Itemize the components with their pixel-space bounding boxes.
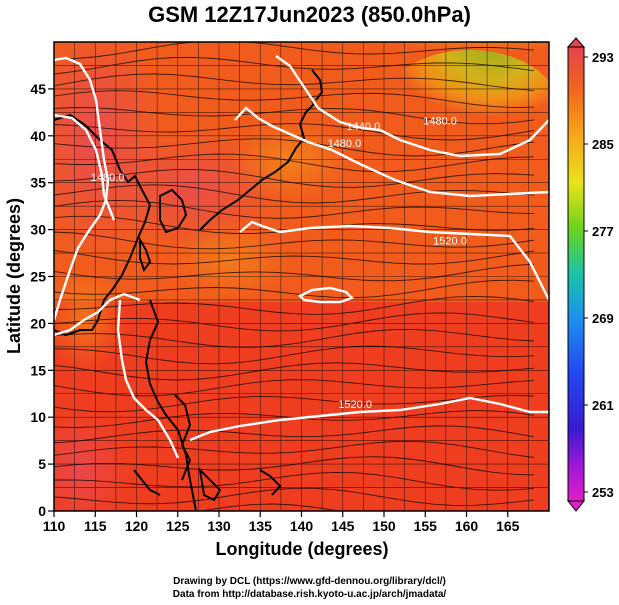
streamline [54, 410, 535, 429]
map-title: GSM 12Z17Jun2023 (850.0hPa) [148, 2, 471, 27]
credit-data-source: Data from http://database.rish.kyoto-u.a… [172, 589, 447, 600]
x-axis: 110 115 120 125 130 135 140 145 150 155 160 165 [43, 511, 520, 534]
y-tick-label: 35 [30, 175, 46, 191]
contour-label: 1480.0 [423, 116, 457, 128]
y-tick-label: 10 [30, 409, 46, 425]
x-tick-label: 160 [455, 518, 479, 534]
contour-label: 1520.0 [338, 399, 372, 411]
x-tick-label: 155 [414, 518, 438, 534]
y-tick-label: 30 [30, 222, 46, 238]
colorbar-tick-label: 293 [592, 50, 614, 65]
colorbar-tick-label: 261 [592, 398, 614, 413]
streamline [54, 394, 535, 413]
y-axis-title: Latitude (degrees) [4, 198, 24, 354]
y-tick-label: 15 [30, 362, 46, 378]
x-axis-title: Longitude (degrees) [215, 539, 388, 559]
contour-labels: 1480.0 1480.0 1480.0 1440.0 1520.0 1520.0 [91, 116, 467, 411]
colorbar-tick-label: 285 [592, 137, 614, 152]
streamline [54, 168, 535, 188]
colorbar-scale [567, 46, 585, 502]
x-tick-label: 150 [372, 518, 396, 534]
height-contours [54, 55, 549, 459]
streamline [54, 425, 535, 444]
colorbar: 293 285 277 269 261 253 [566, 37, 614, 512]
colorbar-tick-label: 277 [592, 224, 614, 239]
streamline [54, 73, 535, 92]
contour-label: 1440.0 [347, 121, 381, 133]
streamline [54, 487, 535, 506]
contour-label: 1480.0 [328, 138, 362, 150]
colorbar-tick-label: 269 [592, 311, 614, 326]
x-tick-label: 120 [125, 518, 149, 534]
streamline [54, 231, 535, 250]
contour-label: 1480.0 [91, 172, 125, 184]
colorbar-bottom-arrow [566, 500, 586, 512]
streamline [54, 295, 535, 315]
x-tick-label: 145 [331, 518, 355, 534]
streamline [54, 90, 535, 109]
colorbar-tick-label: 253 [592, 485, 614, 500]
streamline [54, 345, 535, 365]
y-tick-label: 5 [38, 456, 46, 472]
streamline [54, 362, 535, 381]
x-tick-label: 115 [84, 518, 107, 534]
y-tick-label: 0 [38, 503, 46, 519]
streamline [54, 56, 535, 75]
x-tick-label: 135 [249, 518, 273, 534]
streamline [54, 329, 535, 348]
temperature-field: 1480.0 1480.0 1480.0 1440.0 1520.0 1520.0 [54, 42, 549, 511]
streamline [54, 471, 535, 491]
x-tick-label: 165 [496, 518, 520, 534]
streamline [54, 379, 535, 397]
y-tick-label: 45 [30, 81, 46, 97]
streamline [54, 199, 535, 219]
streamline [54, 107, 535, 125]
streamline [54, 42, 535, 60]
colorbar-ticks: 293 285 277 269 261 253 [584, 50, 614, 500]
x-tick-label: 130 [207, 518, 231, 534]
contour-label: 1520.0 [433, 236, 467, 248]
x-tick-label: 110 [43, 518, 66, 534]
streamline [54, 279, 535, 299]
wind-streamlines [54, 42, 535, 511]
streamline [54, 249, 535, 265]
streamline [54, 184, 535, 204]
y-tick-label: 25 [30, 269, 46, 285]
streamline [54, 312, 535, 332]
x-tick-label: 140 [290, 518, 314, 534]
y-axis: 0 5 10 15 20 25 30 35 40 45 [30, 81, 54, 519]
streamline [54, 263, 535, 282]
streamline [198, 503, 342, 511]
streamline [54, 456, 535, 476]
streamline [54, 123, 535, 141]
colorbar-top-arrow [566, 37, 586, 48]
coastlines [54, 69, 324, 511]
credit-dcl: Drawing by DCL (https://www.gfd-dennou.o… [173, 576, 446, 587]
x-tick-label: 125 [166, 518, 190, 534]
streamline [54, 440, 535, 458]
y-tick-label: 40 [30, 128, 46, 144]
y-tick-label: 20 [30, 315, 46, 331]
lat-lon-grid [54, 42, 549, 511]
